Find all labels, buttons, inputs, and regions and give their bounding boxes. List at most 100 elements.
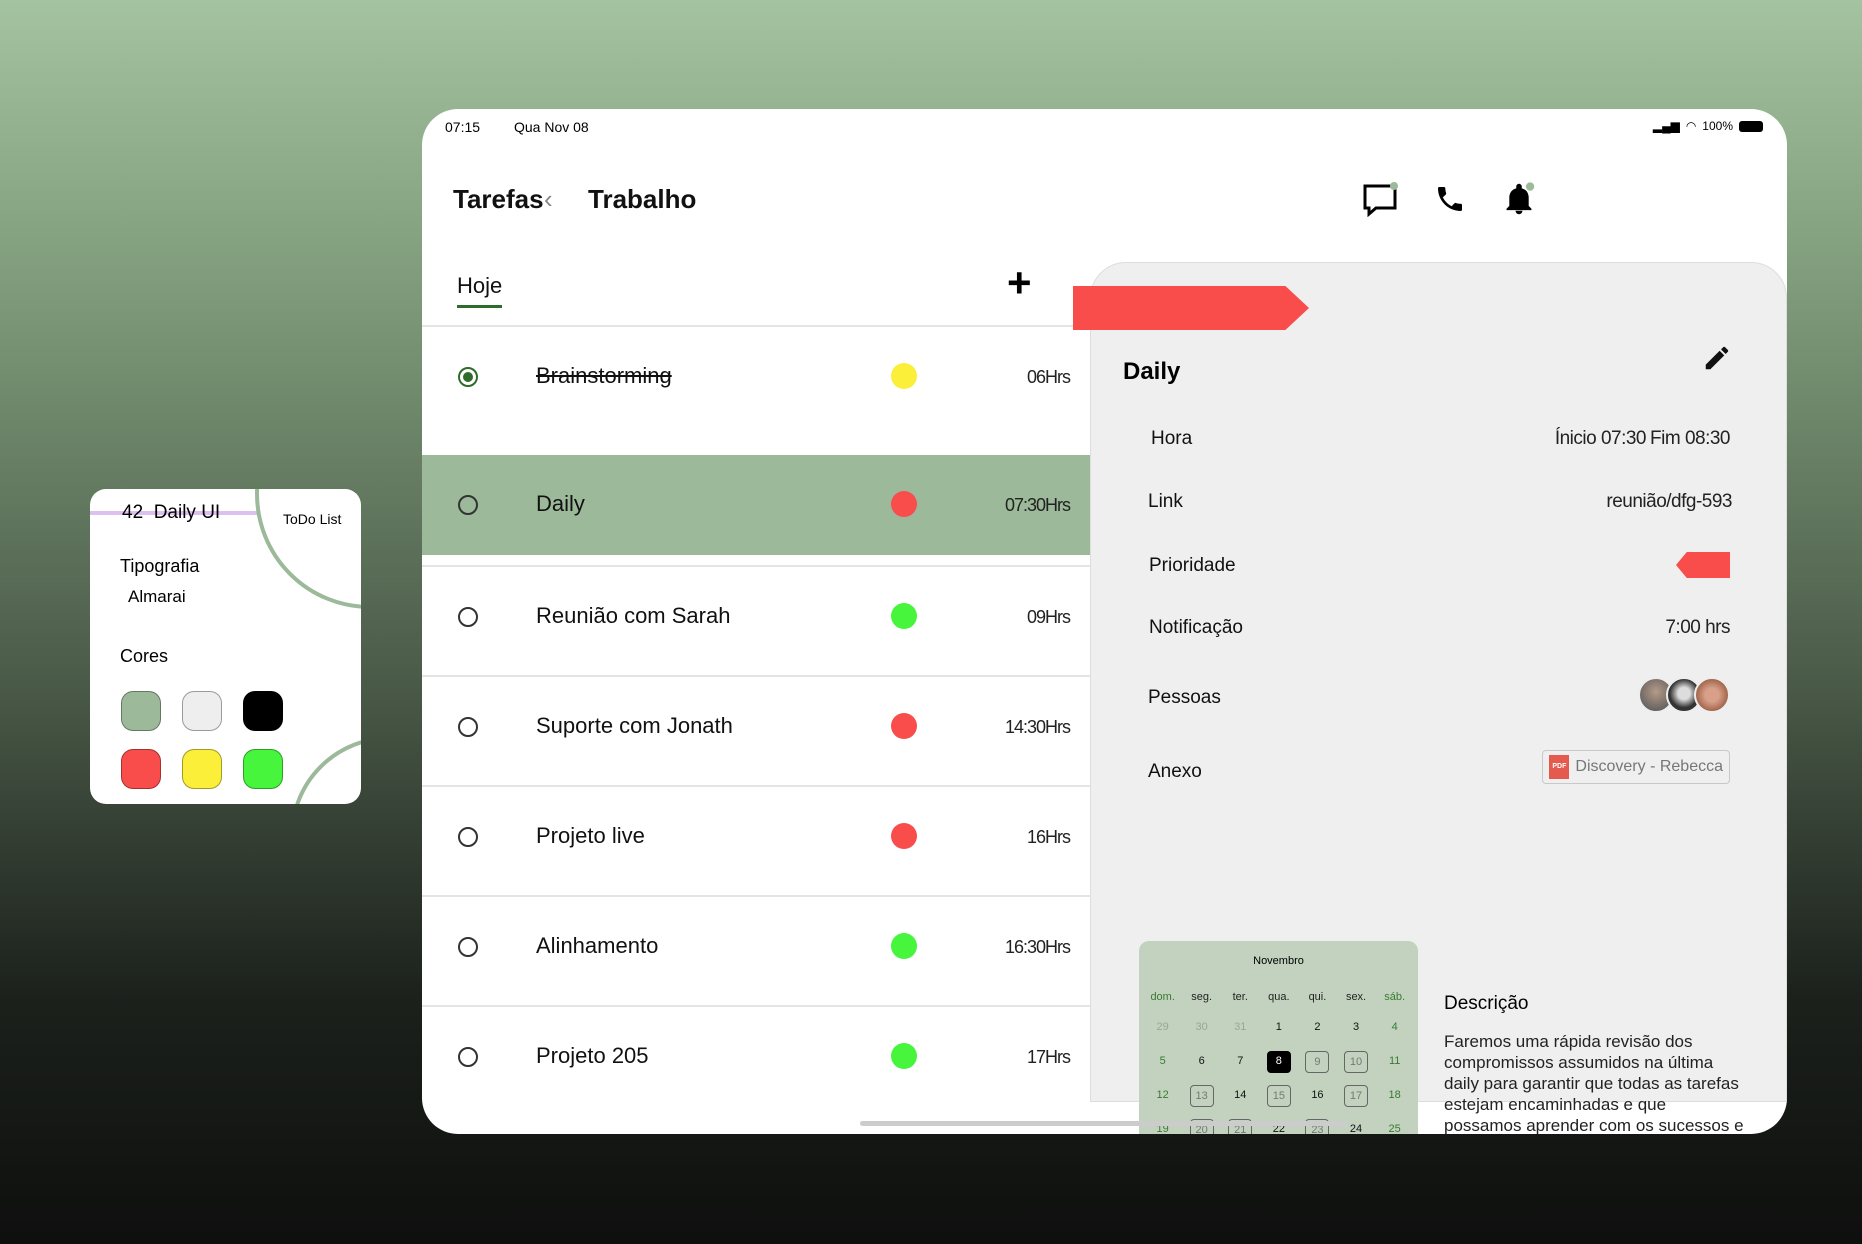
descricao-label: Descrição: [1444, 993, 1529, 1014]
task-name: Brainstorming: [536, 363, 672, 388]
task-checkbox[interactable]: [458, 607, 478, 627]
priority-dot: [891, 713, 917, 739]
calendar-day[interactable]: 21: [1221, 1115, 1260, 1134]
color-swatch: [182, 749, 222, 789]
task-name: Projeto live: [536, 823, 645, 848]
notificacao-label: Notificação: [1149, 617, 1243, 638]
calendar-day[interactable]: 13: [1182, 1081, 1221, 1111]
calendar-day[interactable]: 15: [1260, 1081, 1299, 1111]
color-swatch: [243, 691, 283, 731]
task-row[interactable]: Brainstorming 06Hrs: [422, 325, 1090, 425]
calendar-day[interactable]: 4: [1391, 1021, 1398, 1033]
color-swatch: [243, 749, 283, 789]
phone-icon[interactable]: [1434, 183, 1466, 215]
calendar-day[interactable]: 17: [1337, 1081, 1376, 1111]
anexo-label: Anexo: [1148, 761, 1202, 782]
calendar-day[interactable]: 6: [1198, 1055, 1205, 1067]
task-checkbox[interactable]: [458, 495, 478, 515]
task-row[interactable]: Suporte com Jonath 14:30Hrs: [422, 675, 1090, 775]
tab-hoje[interactable]: Hoje: [457, 273, 503, 308]
task-row[interactable]: Daily 07:30Hrs: [422, 455, 1090, 555]
calendar-day[interactable]: 31: [1234, 1021, 1247, 1033]
task-time: 17Hrs: [1026, 1047, 1071, 1067]
hora-label: Hora: [1151, 428, 1193, 449]
calendar-day[interactable]: 19: [1156, 1123, 1169, 1134]
status-time: 07:15: [445, 119, 481, 135]
calendar-day[interactable]: 24: [1349, 1123, 1363, 1134]
priority-dot: [891, 603, 917, 629]
calendar-day[interactable]: 16: [1311, 1089, 1324, 1101]
calendar-day[interactable]: 30: [1195, 1021, 1208, 1033]
people-avatars[interactable]: [1638, 677, 1730, 713]
notification-time[interactable]: 7:00 hrs: [1665, 617, 1730, 638]
priority-dot: [891, 491, 917, 517]
task-checkbox[interactable]: [458, 937, 478, 957]
calendar-day[interactable]: 18: [1388, 1089, 1401, 1101]
detail-title: Daily: [1123, 358, 1181, 385]
weekday-label: qui.: [1308, 991, 1327, 1003]
accent-line: [90, 511, 258, 515]
calendar-day[interactable]: 11: [1388, 1055, 1401, 1067]
page-title: Trabalho: [588, 184, 697, 214]
status-date: Qua Nov 08: [514, 119, 589, 135]
weekday-label: seg.: [1191, 991, 1213, 1003]
calendar-day[interactable]: 2: [1314, 1021, 1321, 1033]
chevron-left-icon[interactable]: ‹: [544, 184, 553, 214]
decor-circle: [255, 489, 361, 609]
prioridade-label: Prioridade: [1149, 555, 1236, 576]
card-subtitle: ToDo List: [283, 511, 342, 527]
task-row[interactable]: Projeto 205 17Hrs: [422, 1005, 1090, 1105]
calendar: Novembro dom. seg. ter. qua. qui. sex. sáb. 29 3…: [1139, 941, 1418, 1134]
calendar-day[interactable]: 20: [1182, 1115, 1221, 1134]
weekday-label: ter.: [1232, 991, 1248, 1003]
attachment-name: Discovery - Rebecca: [1575, 758, 1723, 775]
priority-flag[interactable]: [1676, 552, 1730, 578]
start-time: Ínicio 07:30: [1554, 428, 1647, 449]
calendar-day[interactable]: 23: [1298, 1115, 1337, 1134]
calendar-day[interactable]: 29: [1156, 1021, 1169, 1033]
breadcrumb-tarefas[interactable]: Tarefas: [453, 184, 544, 214]
calendar-day[interactable]: 25: [1388, 1123, 1401, 1134]
priority-dot: [891, 363, 917, 389]
calendar-day[interactable]: 1: [1275, 1021, 1282, 1033]
bell-icon[interactable]: [1502, 181, 1536, 217]
attachment-chip[interactable]: PDF Discovery - Rebecca: [1542, 750, 1730, 784]
calendar-day[interactable]: 7: [1237, 1055, 1244, 1067]
tablet-screen: 07:15 Qua Nov 08 ▂▄▆ ◠ 100% Tarefas ‹ Trab…: [422, 109, 1787, 1134]
task-checkbox[interactable]: [458, 367, 478, 387]
home-indicator[interactable]: [860, 1121, 1347, 1126]
calendar-day[interactable]: 14: [1234, 1089, 1247, 1101]
calendar-day[interactable]: 5: [1159, 1055, 1166, 1067]
add-task-button[interactable]: +: [1007, 259, 1032, 306]
description-text: Faremos uma rápida revisão dos compromis…: [1444, 1032, 1744, 1134]
chat-icon[interactable]: [1362, 181, 1398, 217]
task-name: Projeto 205: [536, 1043, 649, 1068]
task-name: Reunião com Sarah: [536, 603, 731, 628]
priority-dot: [891, 933, 917, 959]
pessoas-label: Pessoas: [1148, 687, 1221, 708]
avatar[interactable]: [1694, 677, 1730, 713]
task-row[interactable]: Alinhamento 16:30Hrs: [422, 895, 1090, 995]
meeting-link[interactable]: reunião/dfg-593: [1606, 491, 1732, 512]
task-time: 14:30Hrs: [1004, 717, 1071, 737]
calendar-day[interactable]: 12: [1156, 1089, 1169, 1101]
task-checkbox[interactable]: [458, 1047, 478, 1067]
task-time: 16:30Hrs: [1004, 937, 1071, 957]
calendar-day[interactable]: 8: [1260, 1047, 1299, 1077]
task-checkbox[interactable]: [458, 717, 478, 737]
task-name: Alinhamento: [536, 933, 659, 958]
style-guide-card: 42 Daily UI ToDo List Tipografia Almarai…: [90, 489, 361, 804]
edit-pencil-icon[interactable]: [1702, 343, 1732, 373]
calendar-day[interactable]: 9: [1298, 1047, 1337, 1077]
calendar-day[interactable]: 22: [1272, 1123, 1285, 1134]
task-detail-panel: Daily Hora Ínicio 07:30 Fim 08:30 Link r…: [1090, 262, 1787, 1134]
calendar-day[interactable]: 10: [1337, 1047, 1376, 1077]
task-checkbox[interactable]: [458, 827, 478, 847]
color-swatch: [182, 691, 222, 731]
end-time: Fim 08:30: [1650, 428, 1730, 449]
task-name: Suporte com Jonath: [536, 713, 733, 738]
calendar-day[interactable]: 3: [1352, 1021, 1360, 1033]
task-row[interactable]: Projeto live 16Hrs: [422, 785, 1090, 885]
task-row[interactable]: Reunião com Sarah 09Hrs: [422, 565, 1090, 665]
daily-ui-number: 42 Daily UI: [122, 502, 221, 523]
